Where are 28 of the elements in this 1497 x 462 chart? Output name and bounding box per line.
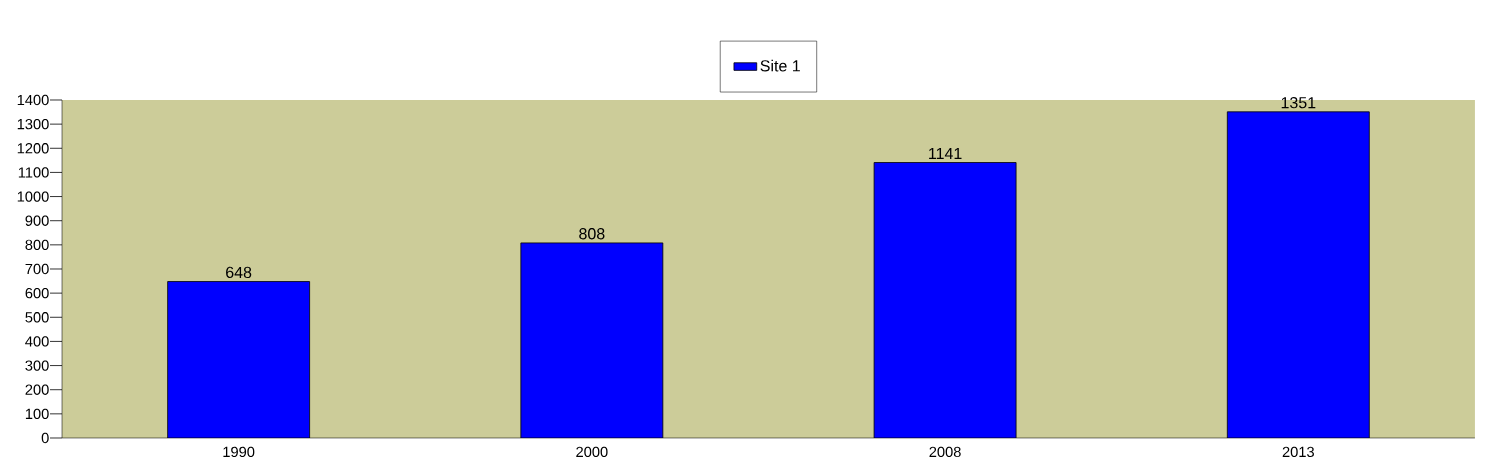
y-tick-label: 500 xyxy=(25,312,49,323)
y-tick-label: 900 xyxy=(25,215,49,227)
bar xyxy=(167,281,311,439)
y-tick-label: 1200 xyxy=(17,143,49,154)
y-tick-label: 1400 xyxy=(17,95,49,106)
y-tick-label: 600 xyxy=(25,288,49,299)
data-label: 1141 xyxy=(929,148,962,160)
legend-label: Site 1 xyxy=(760,60,800,72)
data-label: 808 xyxy=(579,228,605,240)
y-tick-label: 0 xyxy=(41,433,49,444)
x-tick-label: 1990 xyxy=(223,446,255,458)
y-tick-label: 1300 xyxy=(17,119,49,130)
y-tick-label: 800 xyxy=(25,239,49,251)
data-label: 1351 xyxy=(1281,97,1316,109)
y-tick-label: 700 xyxy=(25,264,49,275)
y-tick-label: 300 xyxy=(25,360,49,371)
data-label: 648 xyxy=(226,266,252,279)
y-tick-label: 1100 xyxy=(18,167,49,178)
y-tick-label: 400 xyxy=(25,336,49,347)
bar xyxy=(520,242,664,439)
x-tick-label: 2008 xyxy=(929,446,961,458)
bar xyxy=(1226,111,1370,439)
bar xyxy=(873,162,1017,439)
y-tick-label: 1000 xyxy=(17,191,49,202)
y-tick-label: 200 xyxy=(25,384,49,396)
x-tick-label: 2013 xyxy=(1282,446,1314,458)
x-tick-label: 2000 xyxy=(576,446,608,458)
y-tick-label: 100 xyxy=(25,408,49,420)
